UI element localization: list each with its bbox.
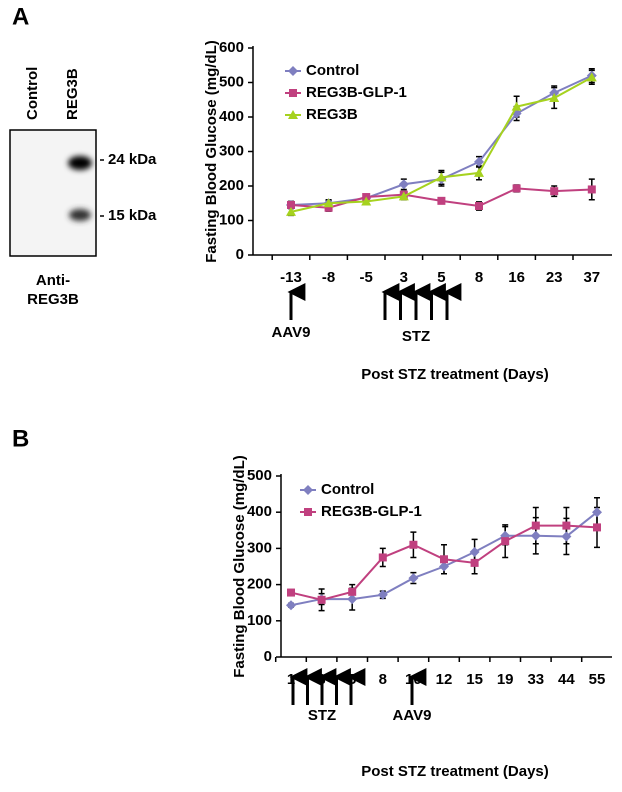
point [348, 587, 357, 596]
x-tick-label: 55 [589, 671, 606, 688]
lane-label: Control [24, 67, 41, 120]
size-marker: 15 kDa [108, 207, 157, 224]
point [408, 573, 419, 584]
y-tick-label: 0 [264, 648, 272, 665]
point [511, 108, 522, 119]
point [398, 191, 409, 201]
y-tick-label: 100 [247, 612, 272, 629]
antibody-label: Anti- [36, 272, 70, 289]
y-tick-label: 0 [236, 246, 244, 263]
x-tick-label: 12 [436, 671, 453, 688]
y-tick-label: 200 [247, 576, 272, 593]
legend-label: REG3B [306, 106, 358, 123]
x-tick-label: 33 [527, 671, 544, 688]
y-axis-label: Fasting Blood Glucose (mg/dL) [203, 40, 220, 263]
annotation: STZ [402, 328, 430, 345]
legend-label: REG3B-GLP-1 [321, 503, 422, 520]
panel-label: A [12, 3, 29, 30]
point [378, 553, 387, 562]
x-tick-label: 15 [466, 671, 483, 688]
y-tick-label: 500 [247, 467, 272, 484]
y-tick-label: 600 [219, 39, 244, 56]
point [377, 589, 388, 600]
x-tick-label: 5 [437, 269, 445, 286]
point [561, 531, 572, 542]
y-tick-label: 400 [247, 503, 272, 520]
point [511, 101, 522, 111]
blot-band [68, 156, 92, 170]
point [549, 87, 560, 98]
point [592, 507, 602, 518]
x-tick-label: 8 [475, 269, 483, 286]
point [303, 485, 313, 495]
point [469, 547, 480, 558]
point [409, 540, 418, 549]
point [549, 93, 560, 103]
point [593, 523, 601, 532]
point [530, 530, 541, 541]
point [531, 521, 540, 530]
y-tick-label: 300 [247, 539, 272, 556]
point [304, 508, 312, 516]
point [475, 202, 483, 211]
y-tick-label: 100 [219, 211, 244, 228]
point [398, 179, 409, 190]
blot-membrane [9, 129, 97, 257]
point [286, 600, 296, 611]
x-tick-label: 37 [583, 269, 600, 286]
point [440, 555, 448, 564]
annotation: AAV9 [272, 324, 311, 341]
x-tick-label: 8 [379, 671, 387, 688]
x-tick-label: 19 [497, 671, 514, 688]
point [587, 185, 596, 194]
y-tick-label: 400 [219, 108, 244, 125]
point [512, 184, 521, 193]
point [287, 588, 295, 597]
point [436, 172, 447, 182]
point [562, 521, 571, 530]
point [474, 156, 484, 167]
x-axis-label: Post STZ treatment (Days) [361, 366, 549, 383]
point [289, 89, 297, 97]
point [470, 558, 479, 567]
point [286, 206, 296, 216]
legend-label: REG3B-GLP-1 [306, 84, 407, 101]
point [317, 595, 326, 604]
x-axis-label: Post STZ treatment (Days) [361, 763, 549, 780]
y-tick-label: 300 [219, 142, 244, 159]
size-marker: 24 kDa [108, 151, 157, 168]
point [288, 66, 298, 76]
legend-label: Control [321, 481, 374, 498]
point [586, 72, 597, 82]
point [324, 203, 333, 212]
antibody-label: REG3B [27, 291, 79, 308]
point [550, 187, 559, 196]
panel-label: B [12, 425, 29, 452]
point [501, 537, 510, 546]
point [474, 167, 484, 177]
x-tick-label: -8 [322, 269, 335, 286]
point [323, 198, 334, 208]
lane-label: REG3B [64, 68, 81, 120]
point [437, 196, 446, 205]
point [347, 594, 358, 605]
x-tick-label: 3 [400, 269, 408, 286]
x-tick-label: 23 [546, 269, 563, 286]
y-axis-label: Fasting Blood Glucose (mg/dL) [231, 455, 248, 678]
point [287, 200, 295, 209]
x-tick-label: 16 [508, 269, 525, 286]
legend-label: Control [306, 62, 359, 79]
point [361, 196, 372, 206]
annotation: AAV9 [393, 707, 432, 724]
annotation: STZ [308, 707, 336, 724]
point [439, 561, 449, 572]
point [288, 110, 298, 119]
x-tick-label: -13 [280, 269, 302, 286]
blot-band [69, 209, 91, 221]
x-tick-label: -5 [360, 269, 373, 286]
y-tick-label: 200 [219, 177, 244, 194]
y-tick-label: 500 [219, 73, 244, 90]
x-tick-label: 44 [558, 671, 575, 688]
